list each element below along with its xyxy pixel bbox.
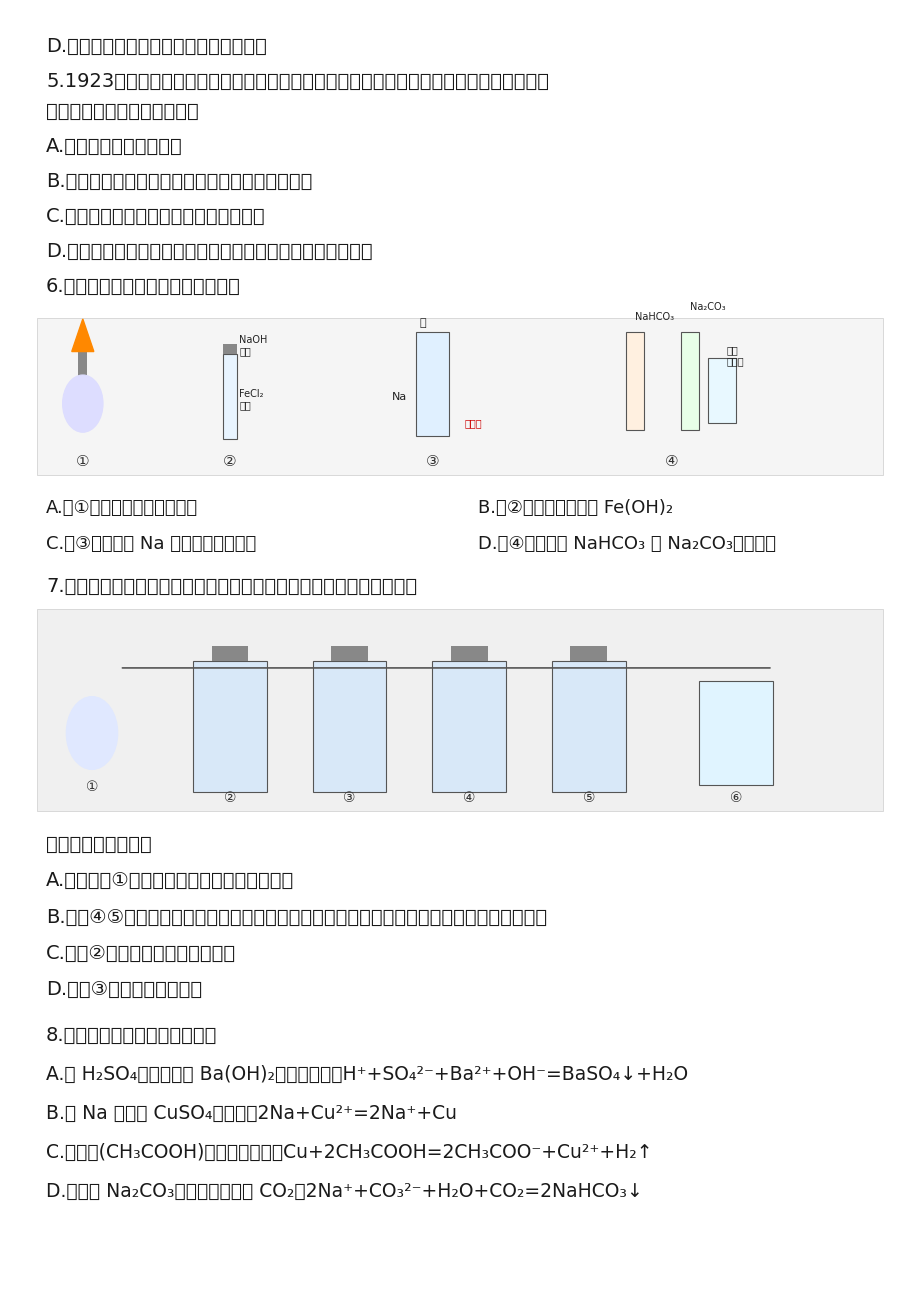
Bar [78, 352, 87, 378]
Text: ④: ④ [664, 453, 677, 469]
Bar [450, 646, 487, 661]
Text: 澄清
石灰水: 澄清 石灰水 [726, 345, 743, 367]
Text: D.图④用于比较 NaHCO₃ 和 Na₂CO₃热稳定性: D.图④用于比较 NaHCO₃ 和 Na₂CO₃热稳定性 [478, 535, 776, 553]
Text: ⑤: ⑤ [582, 790, 595, 805]
Text: B.装置④⑤中分别装有湿润的有色布条和干燥的有色布条，结果都褪色，说明氯气具有漂白性: B.装置④⑤中分别装有湿润的有色布条和干燥的有色布条，结果都褪色，说明氯气具有漂… [46, 907, 547, 927]
Bar [312, 661, 386, 792]
Text: 下列说法不正确的是: 下列说法不正确的是 [46, 835, 152, 854]
Text: ③: ③ [425, 453, 438, 469]
Text: ④: ④ [462, 790, 475, 805]
Text: 念，下列有关说法不正确的是: 念，下列有关说法不正确的是 [46, 102, 199, 121]
Text: C.装置②的作用是除去氯化氢气体: C.装置②的作用是除去氯化氢气体 [46, 944, 236, 963]
Bar [708, 358, 735, 423]
Text: Na₂CO₃: Na₂CO₃ [689, 302, 725, 312]
Text: D.装置③中的试剂为浓硫酸: D.装置③中的试剂为浓硫酸 [46, 980, 202, 1000]
Circle shape [62, 375, 103, 432]
Text: C.碘升华、水结冰，化学键都没有被破坏: C.碘升华、水结冰，化学键都没有被破坏 [46, 207, 266, 227]
Text: 8.下列离子方程式书写正确的是: 8.下列离子方程式书写正确的是 [46, 1026, 217, 1046]
Text: 6.下列实验装置能达到实验目的的是: 6.下列实验装置能达到实验目的的是 [46, 277, 241, 297]
Bar [551, 661, 625, 792]
Bar [570, 646, 607, 661]
Circle shape [66, 697, 118, 769]
Bar [222, 354, 237, 439]
Text: ②: ② [223, 790, 236, 805]
Text: D.氯化钠固体和氯化氢气体溶于水分别有离子键和共价键断裂: D.氯化钠固体和氯化氢气体溶于水分别有离子键和共价键断裂 [46, 242, 372, 262]
Text: Na: Na [391, 392, 406, 402]
Text: 水: 水 [419, 318, 426, 328]
Text: ②: ② [223, 453, 236, 469]
Text: ⑥: ⑥ [729, 790, 742, 805]
Text: 5.1923年，物理化学家路易斯经过多年的研究并在总结前人经验的基础上，提出化学键的概: 5.1923年，物理化学家路易斯经过多年的研究并在总结前人经验的基础上，提出化学… [46, 72, 549, 91]
Bar [625, 332, 643, 430]
Text: ③: ③ [343, 790, 356, 805]
Text: C.图③用于验证 Na 和水反应是否放热: C.图③用于验证 Na 和水反应是否放热 [46, 535, 256, 553]
Bar [698, 681, 772, 785]
Text: A.任何物质都含有化学键: A.任何物质都含有化学键 [46, 137, 183, 156]
Bar [37, 318, 882, 475]
Text: A.上述装置①中盛装浓盐酸的仪器为分液漏斗: A.上述装置①中盛装浓盐酸的仪器为分液漏斗 [46, 871, 294, 891]
Text: A.向 H₂SO₄溶液中加入 Ba(OH)₂溶液至中性：H⁺+SO₄²⁻+Ba²⁺+OH⁻=BaSO₄↓+H₂O: A.向 H₂SO₄溶液中加入 Ba(OH)₂溶液至中性：H⁺+SO₄²⁻+Ba²… [46, 1065, 687, 1085]
Text: 7.某化学学习小组按下图所示装置来制取氯气并探究氯气有无漂白性。: 7.某化学学习小组按下图所示装置来制取氯气并探究氯气有无漂白性。 [46, 577, 416, 596]
Text: C.将醋酸(CH₃COOH)滴加到铜片上：Cu+2CH₃COOH=2CH₃COO⁻+Cu²⁺+H₂↑: C.将醋酸(CH₃COOH)滴加到铜片上：Cu+2CH₃COOH=2CH₃COO… [46, 1143, 652, 1163]
Bar [680, 332, 698, 430]
Text: D.向饱和 Na₂CO₃溶液中通入过量 CO₂：2Na⁺+CO₃²⁻+H₂O+CO₂=2NaHCO₃↓: D.向饱和 Na₂CO₃溶液中通入过量 CO₂：2Na⁺+CO₃²⁻+H₂O+C… [46, 1182, 642, 1202]
Text: ①: ① [76, 453, 89, 469]
Bar [222, 344, 237, 354]
Text: A.图①用于观察钾元素的焰色: A.图①用于观察钾元素的焰色 [46, 499, 198, 517]
Bar [432, 661, 505, 792]
Bar [37, 609, 882, 811]
Bar [193, 661, 267, 792]
Text: FeCl₂
溶液: FeCl₂ 溶液 [239, 389, 264, 410]
Bar [331, 646, 368, 661]
Text: B.将 Na 投入到 CuSO₄溶液中：2Na+Cu²⁺=2Na⁺+Cu: B.将 Na 投入到 CuSO₄溶液中：2Na+Cu²⁺=2Na⁺+Cu [46, 1104, 457, 1124]
Polygon shape [72, 319, 94, 352]
Text: B.图②用于实验室制备 Fe(OH)₂: B.图②用于实验室制备 Fe(OH)₂ [478, 499, 673, 517]
Text: B.化学键可以使离子相结合，也可以使原子相结合: B.化学键可以使离子相结合，也可以使原子相结合 [46, 172, 312, 191]
Text: ①: ① [85, 780, 98, 794]
Text: 红墨水: 红墨水 [464, 418, 482, 428]
Bar [211, 646, 248, 661]
Text: NaOH
溶液: NaOH 溶液 [239, 335, 267, 357]
Bar [415, 332, 448, 436]
Text: NaHCO₃: NaHCO₃ [634, 311, 674, 322]
Text: D.在氧化还原反应中得失电子数一定相等: D.在氧化还原反应中得失电子数一定相等 [46, 36, 267, 56]
